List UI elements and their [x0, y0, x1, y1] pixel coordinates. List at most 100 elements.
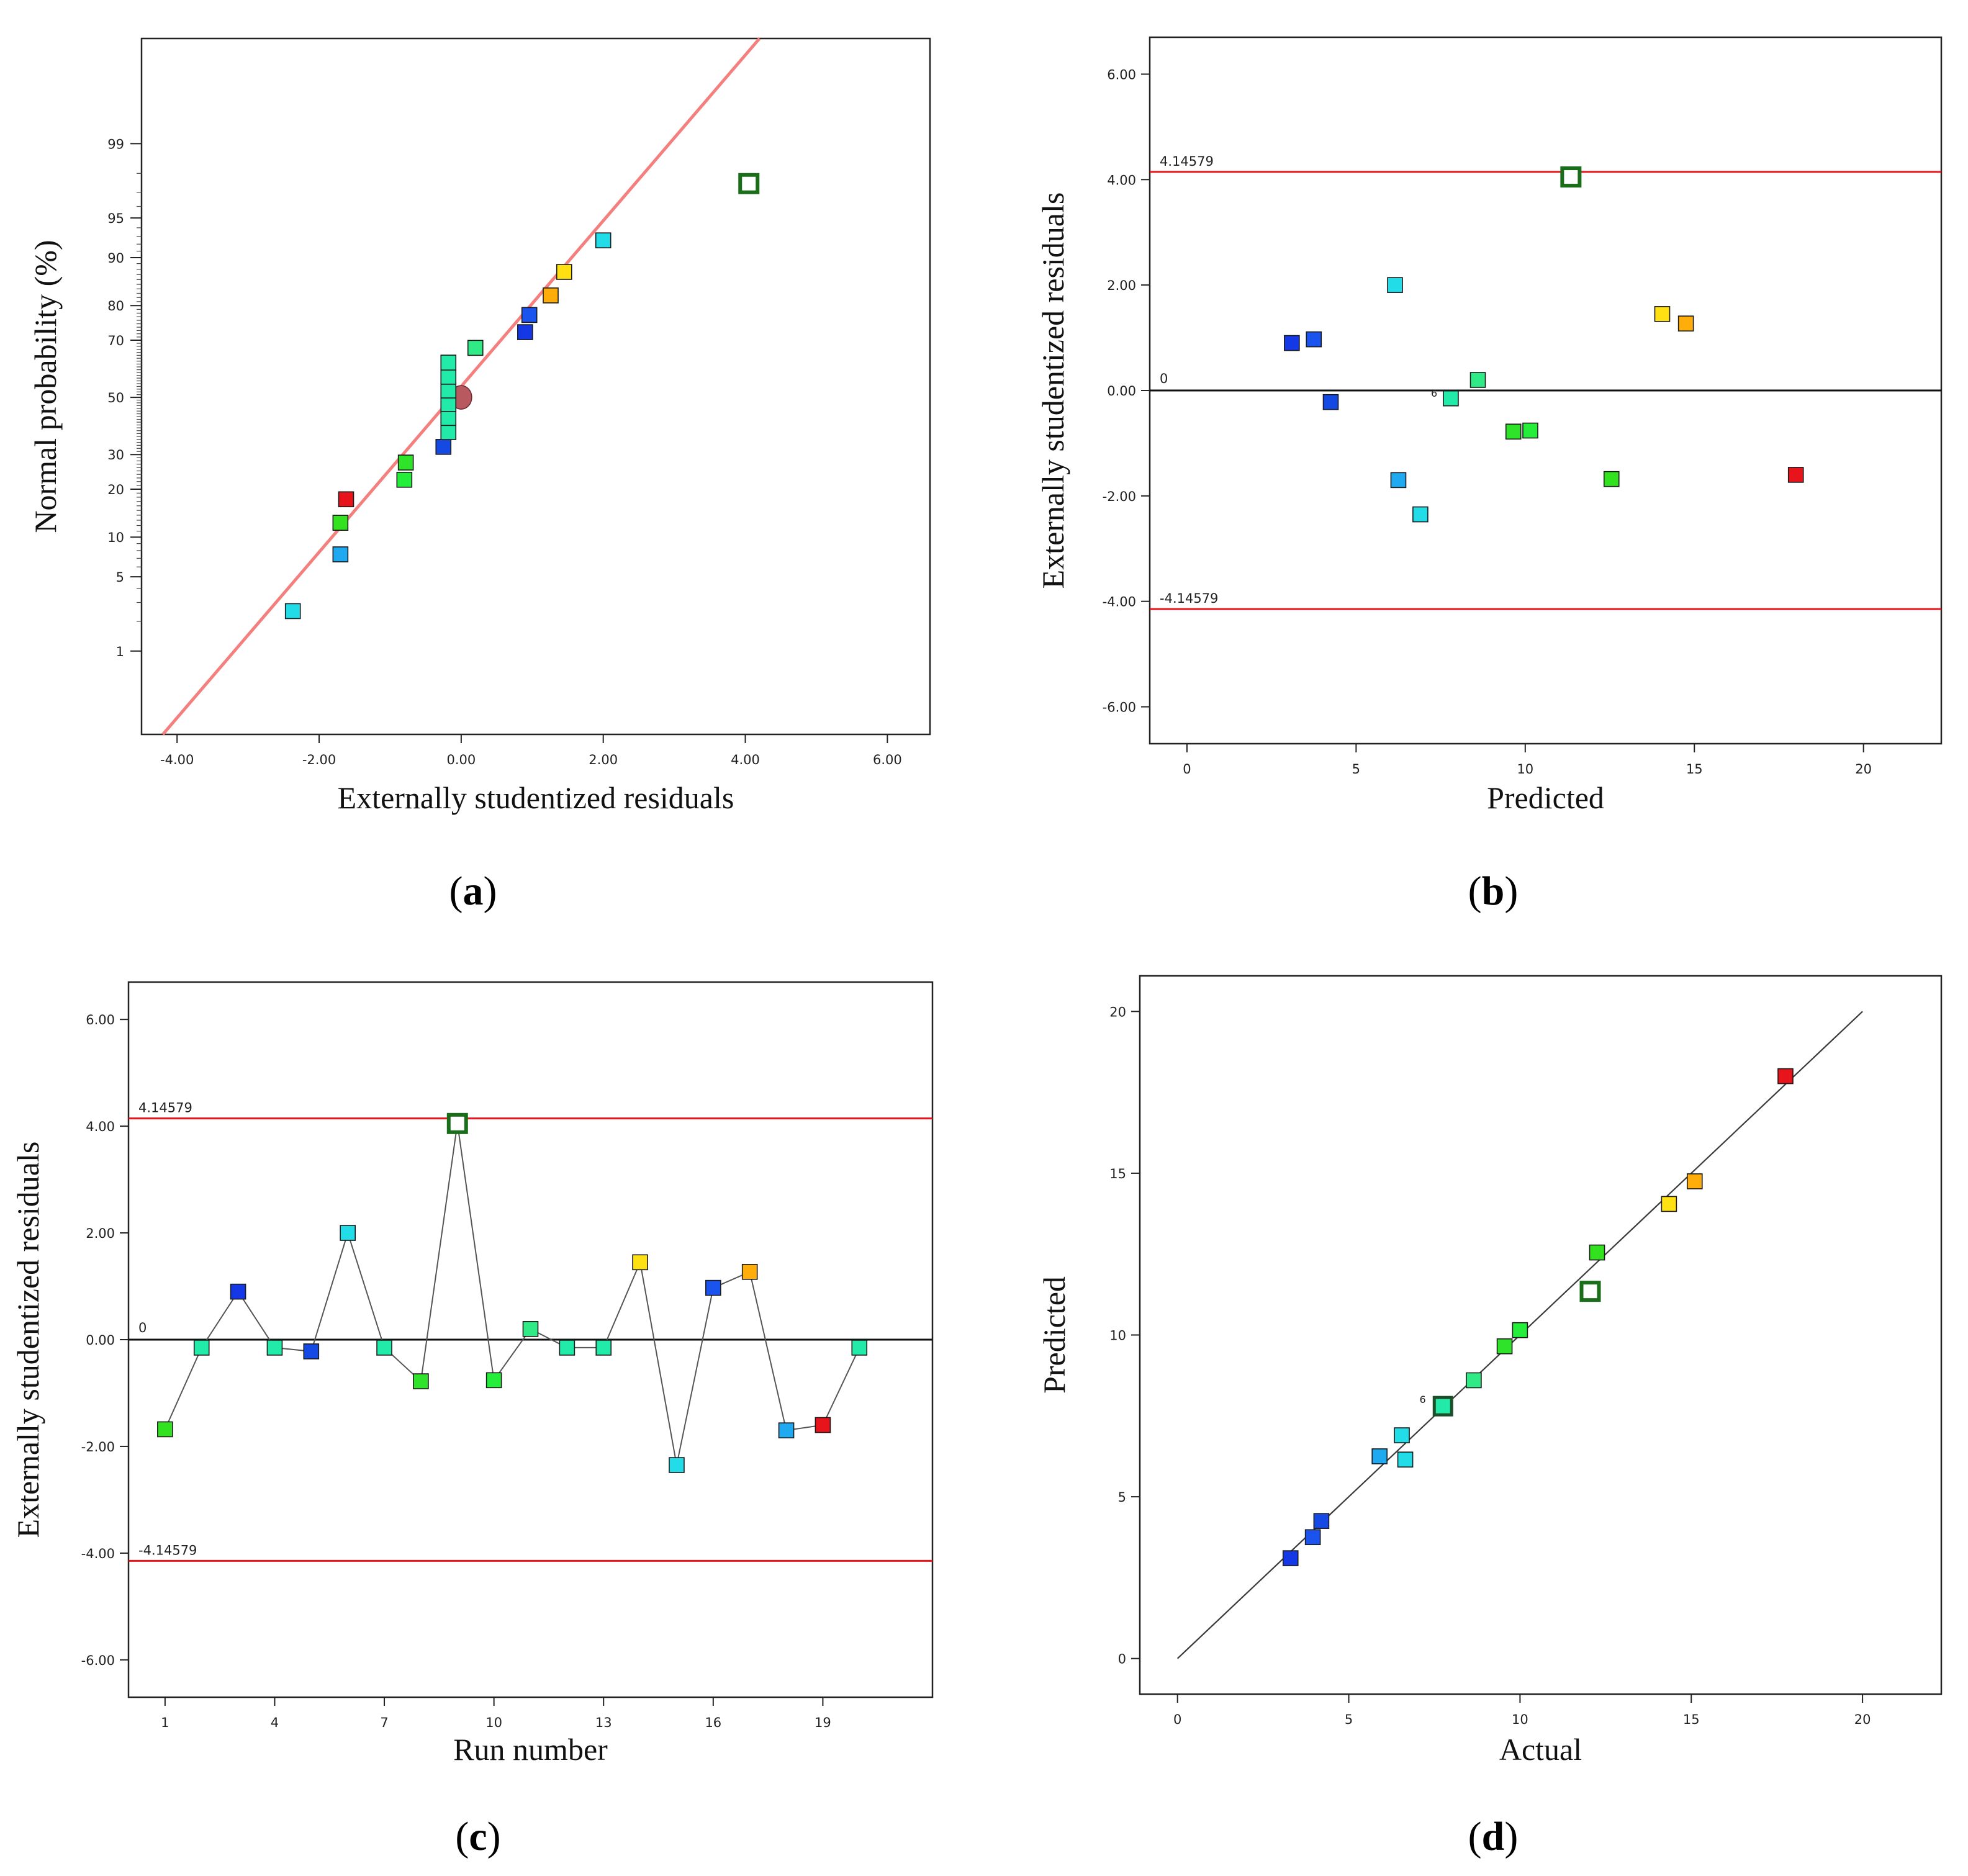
y-tick-label: 4.00: [86, 1119, 115, 1134]
y-tick-label: 50: [107, 390, 124, 405]
y-tick-label: -6.00: [1103, 700, 1136, 715]
zero-line-label: 0: [1160, 371, 1168, 386]
y-tick-label: 80: [107, 299, 124, 313]
x-tick-label: 19: [815, 1715, 831, 1730]
data-point: [340, 1225, 356, 1241]
x-tick-label: 6.00: [873, 752, 902, 767]
zero-line-label: 0: [138, 1320, 147, 1335]
data-point: [1589, 1244, 1605, 1261]
data-point: [517, 324, 533, 340]
x-tick-label: 4: [271, 1715, 279, 1730]
data-point: [521, 307, 538, 323]
y-tick-label: 90: [107, 251, 124, 266]
data-point: [338, 491, 354, 508]
x-tick-label: 16: [705, 1715, 721, 1730]
data-point: [413, 1373, 429, 1389]
panel-label: (d): [1468, 1814, 1519, 1859]
data-point: [284, 603, 301, 620]
data-point: [332, 546, 349, 562]
data-point: [1412, 506, 1429, 523]
data-point: [376, 1340, 392, 1356]
y-tick-label: 2.00: [1107, 278, 1136, 293]
y-axis-label: Externally studentized residuals: [1036, 192, 1070, 589]
x-tick-label: 10: [1512, 1712, 1528, 1727]
point-annotation: 6: [1431, 387, 1437, 399]
x-tick-label: 15: [1686, 762, 1703, 777]
y-axis-label: Predicted: [1037, 1276, 1072, 1394]
data-point: [397, 454, 414, 471]
y-tick-label: 20: [1109, 1004, 1126, 1019]
data-point: [556, 264, 572, 280]
data-point: [705, 1279, 721, 1296]
x-tick-label: -4.00: [160, 752, 194, 767]
x-axis-label: Externally studentized residuals: [338, 780, 734, 815]
x-tick-label: 5: [1352, 762, 1360, 777]
y-tick-label: -6.00: [81, 1653, 115, 1668]
data-point: [1306, 331, 1322, 348]
point-annotation: 6: [1419, 1394, 1425, 1405]
lower-limit-label: -4.14579: [138, 1543, 197, 1558]
data-point: [1522, 422, 1538, 439]
data-point: [1371, 1448, 1388, 1464]
panel-label: (b): [1468, 868, 1519, 914]
x-tick-label: 20: [1855, 762, 1872, 777]
x-tick-label: -2.00: [302, 752, 336, 767]
data-point: [1560, 166, 1582, 188]
data-point: [1512, 1322, 1528, 1338]
data-point: [1777, 1068, 1794, 1085]
data-point: [1787, 467, 1804, 483]
data-point: [440, 410, 457, 426]
x-tick-label: 5: [1345, 1712, 1353, 1727]
data-point: [1304, 1529, 1321, 1546]
y-tick-label: 30: [107, 448, 124, 462]
data-point: [595, 1340, 612, 1356]
y-tick-label: 2.00: [86, 1226, 115, 1241]
data-point: [1397, 1451, 1414, 1468]
x-axis-label: Actual: [1499, 1732, 1582, 1767]
data-point: [851, 1340, 868, 1356]
chart-panel-d: 0 5 10 15 20 0 5 10 15 20 6 Actual Predicted (d): [1037, 975, 1943, 1859]
data-point: [440, 354, 457, 371]
y-tick-label: 5: [1118, 1490, 1126, 1505]
chart-panel-c: 1 4 7 10 13 16 19 -6.00 -4.00 -2.00 0.00 2.00 4.00 6.…: [11, 981, 934, 1859]
data-point: [741, 1264, 758, 1280]
y-tick-label: 10: [107, 530, 124, 545]
data-point: [543, 287, 559, 304]
data-point: [1443, 390, 1459, 407]
y-tick-label: -4.00: [81, 1546, 115, 1561]
data-point: [738, 173, 760, 194]
data-point: [595, 232, 612, 248]
data-point: [485, 1372, 502, 1389]
y-tick-label: 0.00: [1107, 384, 1136, 399]
y-axis-label: Externally studentized residuals: [11, 1142, 45, 1538]
data-point: [157, 1421, 173, 1438]
x-axis-label: Run number: [453, 1732, 608, 1767]
y-tick-label: -2.00: [1103, 489, 1136, 504]
x-tick-label: 20: [1854, 1712, 1871, 1727]
y-tick-label: 0.00: [86, 1333, 115, 1348]
data-point: [1603, 471, 1620, 487]
x-tick-label: 4.00: [731, 752, 760, 767]
y-tick-label: 15: [1109, 1166, 1126, 1181]
y-tick-label: 70: [107, 333, 124, 348]
data-point: [1661, 1196, 1677, 1212]
data-point: [815, 1417, 831, 1433]
x-tick-label: 13: [595, 1715, 612, 1730]
y-tick-label: 99: [107, 137, 124, 151]
data-point: [669, 1457, 685, 1473]
data-point: [440, 369, 457, 385]
panel-label: (c): [455, 1814, 500, 1859]
y-tick-label: 20: [107, 482, 124, 497]
x-tick-label: 7: [380, 1715, 388, 1730]
data-point: [440, 396, 457, 412]
data-point: [396, 472, 413, 488]
data-point: [1466, 1372, 1482, 1389]
y-tick-label: 4.00: [1107, 173, 1136, 187]
x-tick-label: 0: [1173, 1712, 1181, 1727]
y-tick-label: 6.00: [1107, 67, 1136, 82]
x-tick-label: 10: [1517, 762, 1533, 777]
data-point: [440, 382, 457, 399]
chart-panel-a: -4.00 -2.00 0.00 2.00 4.00 6.00 1 5 10 20 30 50 70 80…: [28, 37, 931, 914]
data-point: [1390, 472, 1407, 489]
y-axis-label: Normal probability (%): [28, 240, 63, 533]
